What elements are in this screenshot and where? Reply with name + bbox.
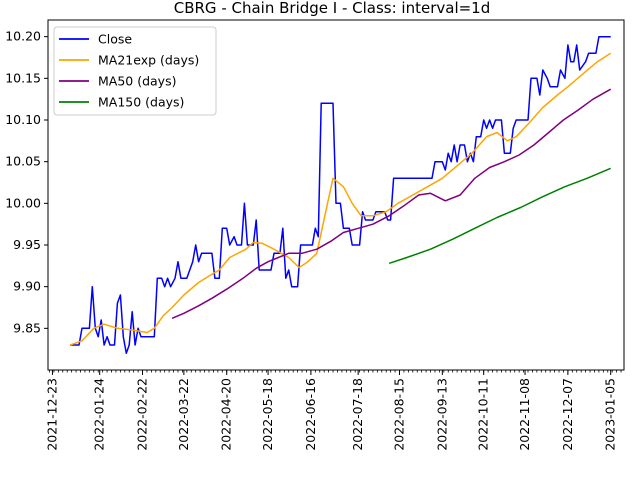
y-tick-label: 9.95	[13, 237, 41, 252]
x-axis-ticks: 2021-12-23 2022-01-24 2022-02-22 2022-03-22…	[44, 370, 622, 451]
x-tick-label: 2022-04-20	[219, 378, 234, 451]
legend-label-0: Close	[98, 32, 132, 47]
series-line-3	[388, 167, 611, 265]
y-tick-label: 9.90	[13, 279, 41, 294]
chart-title: CBRG - Chain Bridge I - Class: interval=…	[174, 0, 491, 17]
legend-box	[53, 26, 217, 116]
plot-area	[47, 19, 625, 371]
series-line-1	[69, 52, 612, 346]
x-tick-label: 2022-06-16	[303, 378, 318, 451]
legend-label-3: MA150 (days)	[98, 95, 184, 110]
x-tick-label: 2022-05-18	[260, 378, 275, 451]
legend-label-1: MA21exp (days)	[98, 53, 199, 68]
y-tick-label: 10.00	[5, 195, 41, 210]
y-tick-label: 10.15	[5, 70, 41, 85]
x-tick-label: 2022-09-13	[434, 378, 449, 451]
series-line-2	[171, 88, 612, 319]
x-tick-label: 2022-12-07	[560, 378, 575, 451]
legend-label-2: MA50 (days)	[98, 74, 176, 89]
x-tick-label: 2022-10-11	[476, 378, 491, 451]
x-tick-label: 2023-01-05	[603, 378, 618, 451]
x-tick-label: 2022-08-15	[392, 378, 407, 451]
y-tick-label: 10.05	[5, 154, 41, 169]
legend: Close MA21exp (days) MA50 (days) MA150 (day…	[53, 26, 217, 116]
x-tick-label: 2022-07-18	[350, 378, 365, 451]
x-tick-label: 2022-01-24	[92, 378, 107, 451]
y-tick-label: 9.85	[13, 320, 41, 335]
x-tick-label: 2022-03-22	[176, 378, 191, 451]
y-tick-label: 10.10	[5, 112, 41, 127]
x-tick-label: 2022-02-22	[135, 378, 150, 451]
y-tick-label: 10.20	[5, 29, 41, 44]
x-tick-label: 2021-12-23	[44, 378, 59, 451]
x-tick-label: 2022-11-08	[517, 378, 532, 451]
series-line-0	[70, 35, 611, 355]
y-axis-ticks: 9.85 9.90 9.95 10.00 10.05 10.10 10.15 10.20	[5, 29, 48, 335]
series-lines	[69, 35, 612, 355]
